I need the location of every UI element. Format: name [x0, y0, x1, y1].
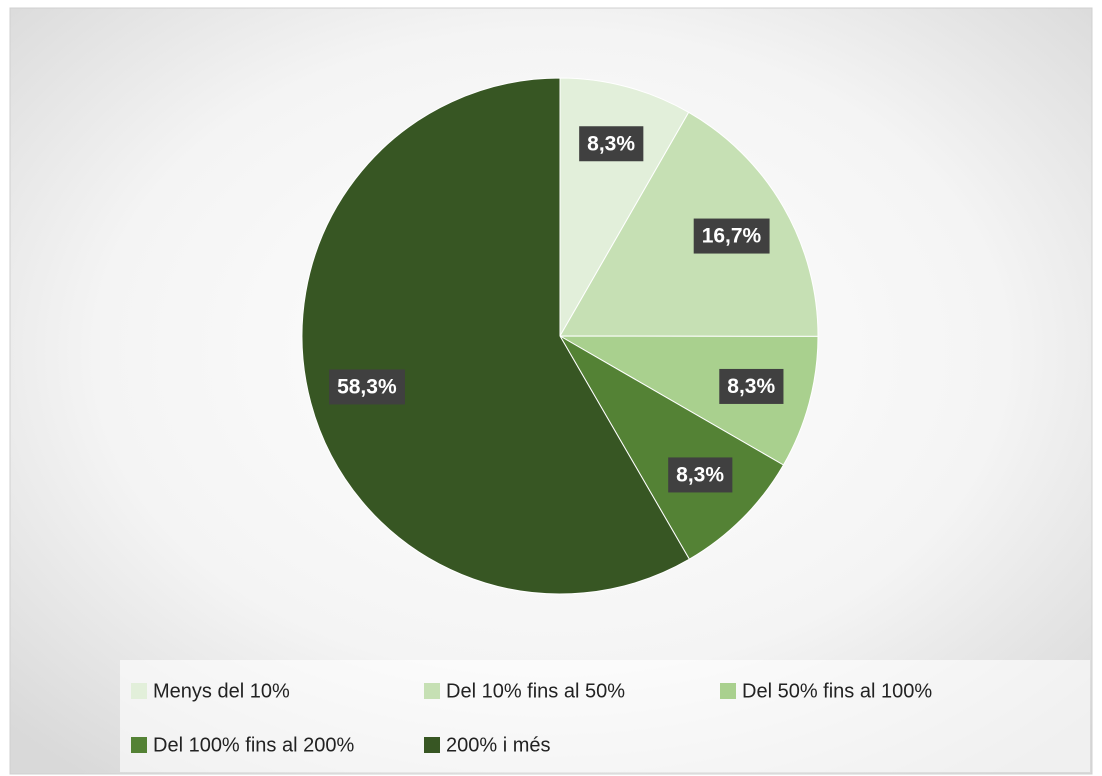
data-label: 8,3% — [587, 132, 635, 155]
data-label: 16,7% — [702, 225, 762, 248]
data-label-box — [719, 368, 784, 404]
legend-swatch — [424, 683, 440, 699]
data-label: 58,3% — [337, 375, 397, 398]
legend-swatch — [131, 737, 147, 753]
data-label-box — [579, 126, 644, 162]
pie-slice — [558, 334, 785, 560]
data-label-box — [693, 218, 770, 254]
legend-box — [120, 660, 1090, 772]
data-label-box — [329, 369, 405, 405]
data-label: 8,3% — [727, 375, 775, 398]
legend-swatch — [720, 683, 736, 699]
data-label-box — [668, 457, 733, 493]
legend-swatch — [424, 737, 440, 753]
legend-label: 200% i més — [446, 734, 551, 756]
pie-slice — [301, 77, 691, 595]
legend-label: Menys del 10% — [153, 680, 290, 702]
data-label: 8,3% — [676, 463, 724, 486]
legend-label: Del 50% fins al 100% — [742, 680, 932, 702]
legend-label: Del 100% fins al 200% — [153, 734, 354, 756]
legend-swatch — [131, 683, 147, 699]
pie-slice — [558, 335, 819, 466]
pie-slice — [559, 111, 819, 337]
legend-label: Del 10% fins al 50% — [446, 680, 625, 702]
